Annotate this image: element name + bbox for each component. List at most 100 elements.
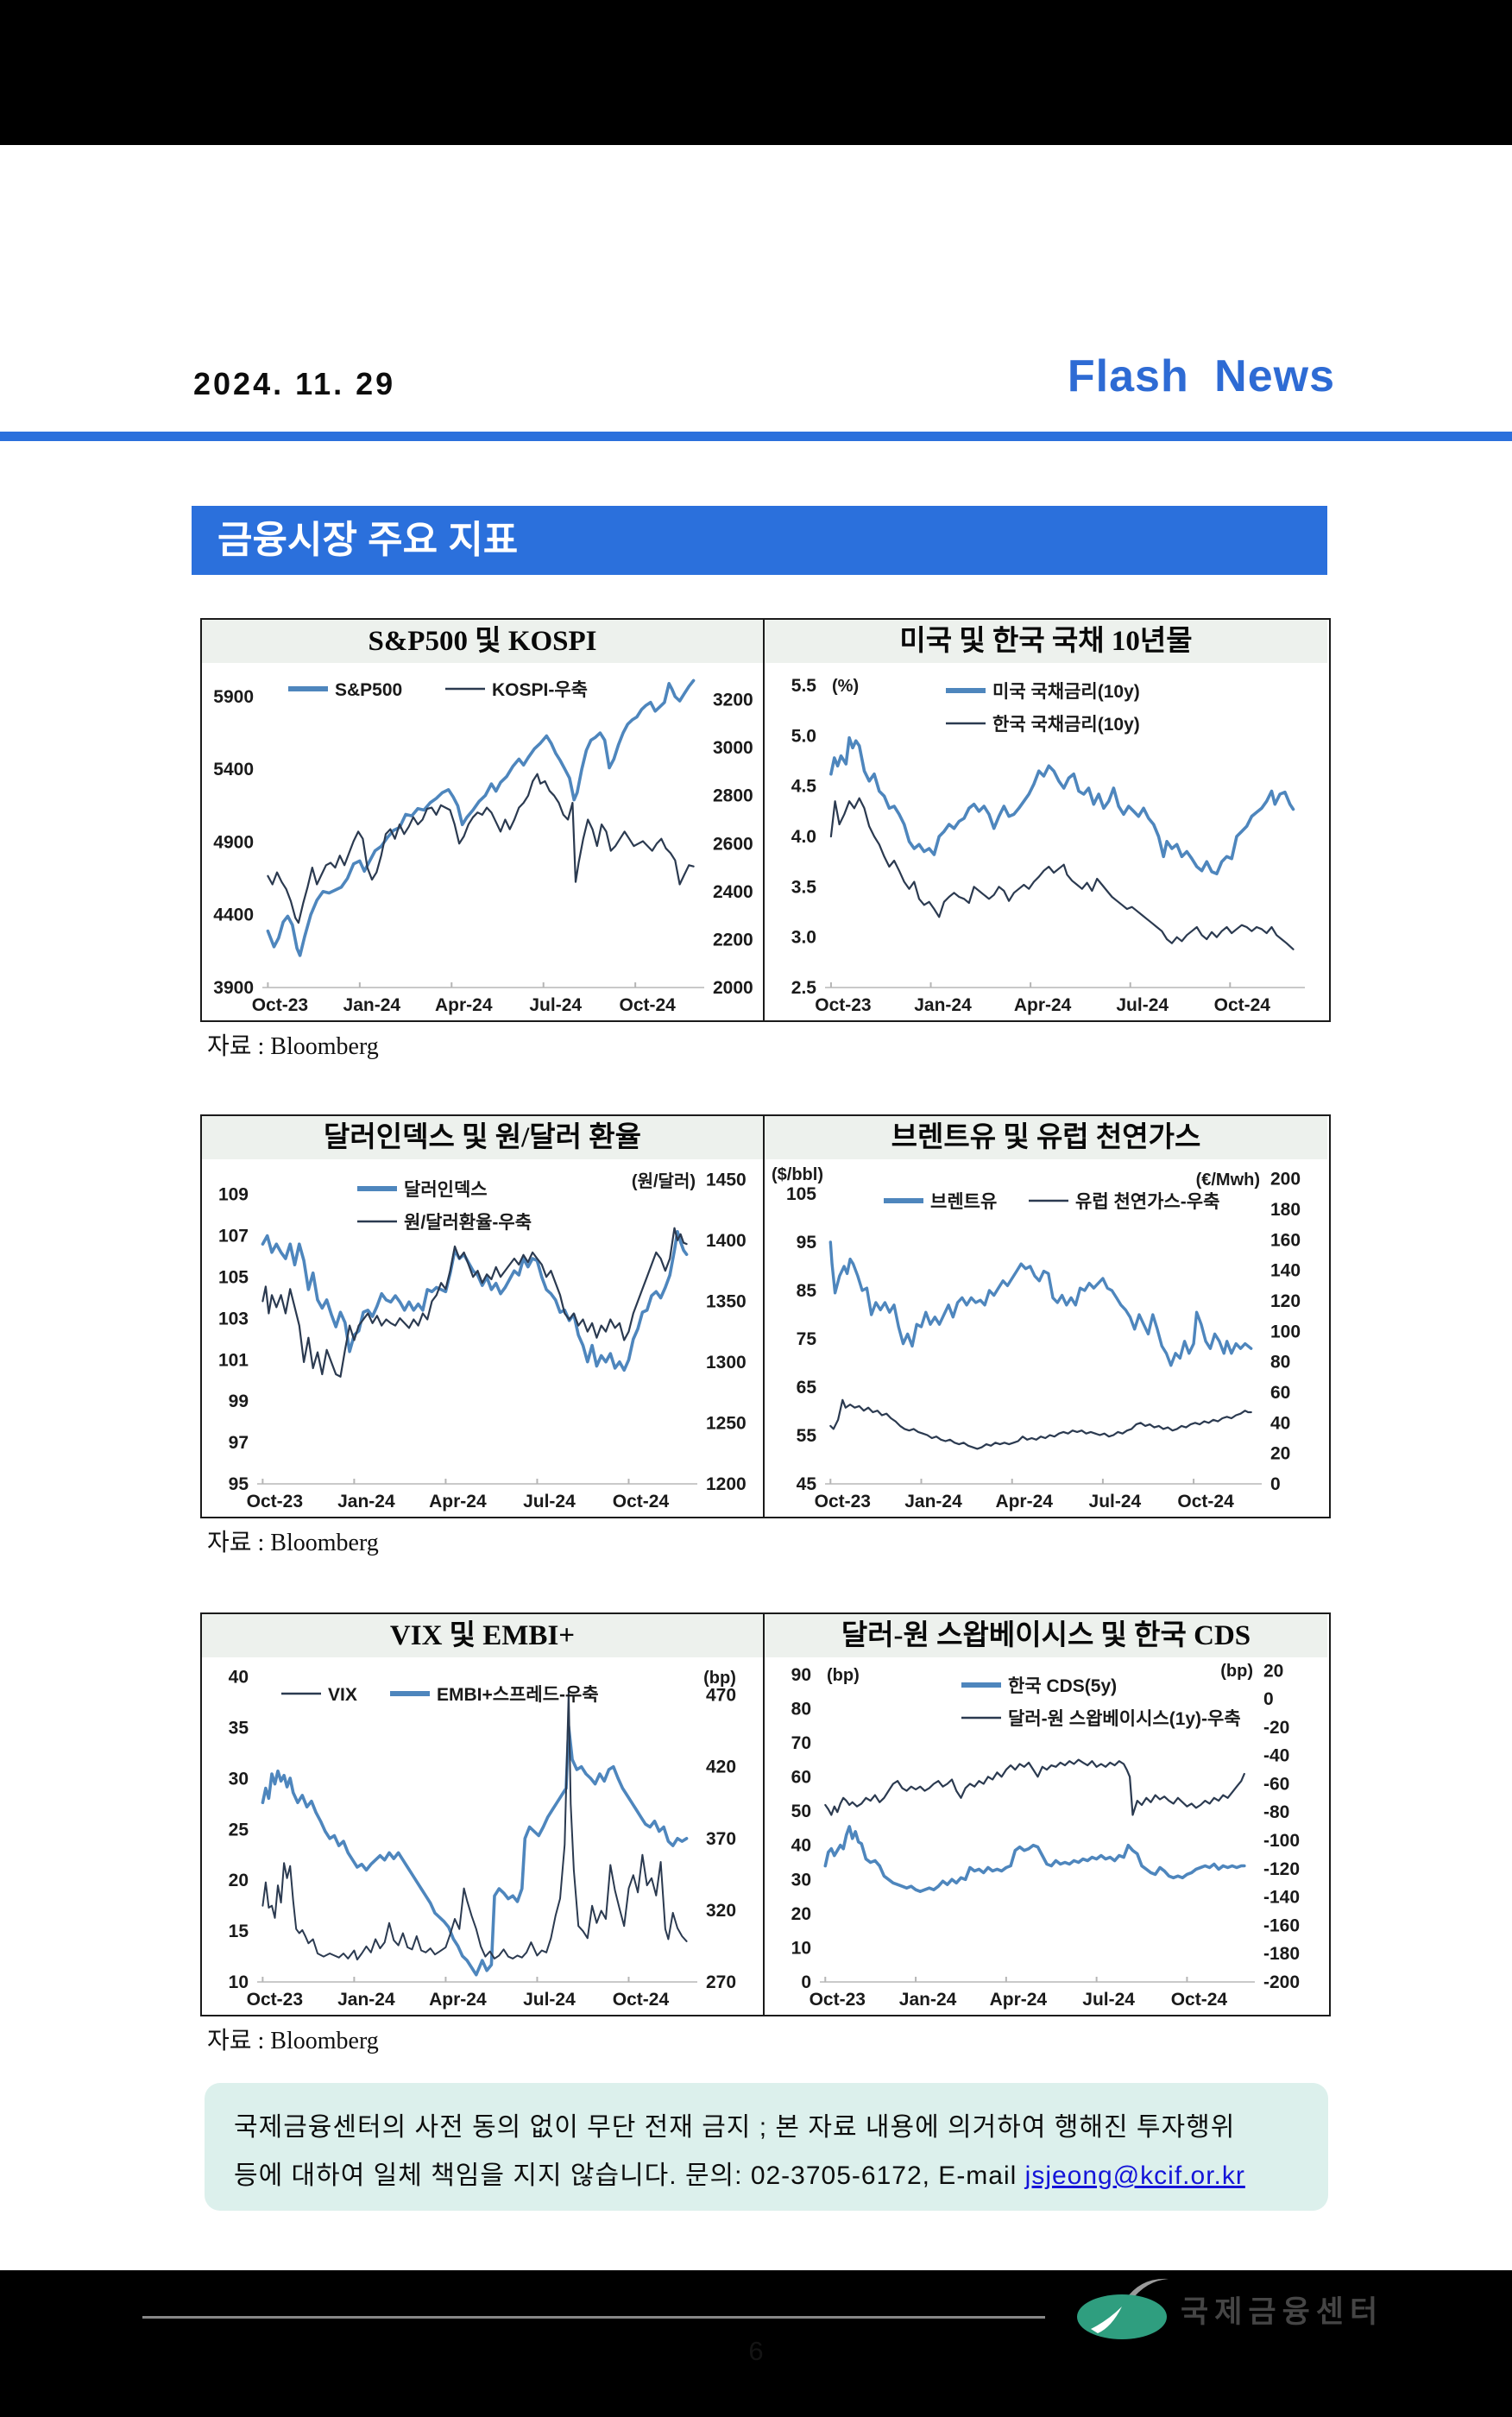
svg-text:달러인덱스: 달러인덱스 bbox=[404, 1180, 488, 1200]
chart-title-vix-embi: VIX 및 EMBI+ bbox=[202, 1614, 763, 1657]
svg-text:10: 10 bbox=[791, 1938, 811, 1958]
svg-text:3.0: 3.0 bbox=[791, 928, 816, 948]
svg-text:Jan-24: Jan-24 bbox=[343, 995, 401, 1015]
svg-text:20: 20 bbox=[791, 1904, 811, 1924]
svg-text:미국 국채금리(10y): 미국 국채금리(10y) bbox=[992, 682, 1140, 702]
svg-text:Jul-24: Jul-24 bbox=[529, 995, 582, 1015]
svg-text:5400: 5400 bbox=[213, 760, 254, 779]
svg-text:($/bbl): ($/bbl) bbox=[772, 1165, 823, 1184]
svg-text:Oct-23: Oct-23 bbox=[815, 1492, 871, 1511]
svg-text:-200: -200 bbox=[1263, 1972, 1300, 1992]
svg-text:Jan-24: Jan-24 bbox=[337, 1492, 395, 1511]
header-rule bbox=[0, 432, 1512, 441]
svg-text:30: 30 bbox=[791, 1870, 811, 1890]
svg-text:Oct-24: Oct-24 bbox=[613, 1492, 670, 1511]
svg-text:40: 40 bbox=[1270, 1413, 1290, 1433]
svg-text:한국 CDS(5y): 한국 CDS(5y) bbox=[1008, 1676, 1117, 1696]
svg-text:Oct-24: Oct-24 bbox=[1171, 1990, 1228, 2010]
chart-cell-vix-embi: VIX 및 EMBI+ Oct-23 Jan-24 Apr-24 Jul-24 Oct-… bbox=[202, 1614, 765, 2015]
report-page: 2024. 11. 29 Flash News 금융시장 주요 지표 S&P50… bbox=[0, 145, 1512, 2366]
svg-text:Jan-24: Jan-24 bbox=[337, 1990, 395, 2010]
disclaimer-line-1: 국제금융센터의 사전 동의 없이 무단 전재 금지 ; 본 자료 내용에 의거하… bbox=[234, 2113, 1236, 2142]
svg-text:4.5: 4.5 bbox=[791, 777, 817, 797]
svg-text:90: 90 bbox=[791, 1665, 811, 1685]
svg-text:470: 470 bbox=[706, 1686, 736, 1706]
svg-text:Apr-24: Apr-24 bbox=[990, 1990, 1048, 2010]
svg-text:180: 180 bbox=[1270, 1200, 1301, 1220]
svg-text:-80: -80 bbox=[1263, 1802, 1289, 1822]
chart-title-dxy-krw: 달러인덱스 및 원/달러 환율 bbox=[202, 1116, 763, 1159]
svg-text:1300: 1300 bbox=[706, 1353, 747, 1373]
svg-text:101: 101 bbox=[218, 1350, 249, 1370]
svg-text:95: 95 bbox=[797, 1233, 817, 1253]
svg-text:한국 국채금리(10y): 한국 국채금리(10y) bbox=[992, 715, 1140, 735]
chart-cell-us-kr-10y: 미국 및 한국 국채 10년물 Oct-23 Jan-24 Apr-24 Jul-24… bbox=[765, 620, 1327, 1020]
svg-text:420: 420 bbox=[706, 1758, 736, 1777]
svg-text:-140: -140 bbox=[1263, 1888, 1300, 1908]
chart-row-1: S&P500 및 KOSPI Oct-23 Jan-24 Apr-24 Jul-24 O… bbox=[200, 618, 1331, 1022]
svg-text:109: 109 bbox=[218, 1185, 249, 1205]
kcif-logo: 국제금융센터 bbox=[1072, 2275, 1383, 2343]
email-link[interactable]: jsjeong@kcif.or.kr bbox=[1024, 2161, 1245, 2190]
svg-text:4900: 4900 bbox=[213, 832, 254, 852]
svg-text:VIX: VIX bbox=[328, 1685, 357, 1705]
svg-text:3000: 3000 bbox=[713, 738, 753, 758]
svg-text:40: 40 bbox=[791, 1836, 811, 1856]
svg-text:85: 85 bbox=[797, 1281, 817, 1301]
disclaimer-line-2-text: 등에 대하여 일체 책임을 지지 않습니다. 문의: 02-3705-6172,… bbox=[234, 2161, 1025, 2190]
chart-cell-dxy-krw: 달러인덱스 및 원/달러 환율 Oct-23 Jan-24 Apr-24 Jul-24… bbox=[202, 1116, 765, 1517]
svg-text:0: 0 bbox=[1263, 1689, 1274, 1709]
svg-text:1200: 1200 bbox=[706, 1474, 747, 1494]
svg-text:-20: -20 bbox=[1263, 1718, 1289, 1738]
svg-text:2200: 2200 bbox=[713, 930, 753, 950]
svg-text:15: 15 bbox=[229, 1922, 249, 1941]
footer-rule bbox=[142, 2316, 1045, 2319]
svg-text:120: 120 bbox=[1270, 1291, 1301, 1311]
chart-title-swap-cds: 달러-원 스왑베이시스 및 한국 CDS bbox=[765, 1614, 1327, 1657]
svg-text:KOSPI-우축: KOSPI-우축 bbox=[492, 680, 588, 700]
svg-text:Oct-24: Oct-24 bbox=[613, 1990, 670, 2010]
svg-text:1250: 1250 bbox=[706, 1413, 747, 1433]
svg-text:4.0: 4.0 bbox=[791, 827, 816, 847]
svg-text:(bp): (bp) bbox=[1220, 1662, 1253, 1681]
chart-plot-swap-cds: Oct-23 Jan-24 Apr-24 Jul-24 Oct-24 90 80 70 60 50… bbox=[791, 1661, 1300, 2010]
svg-text:5900: 5900 bbox=[213, 687, 254, 707]
svg-text:Apr-24: Apr-24 bbox=[429, 1492, 487, 1511]
svg-text:60: 60 bbox=[791, 1768, 811, 1788]
svg-text:Apr-24: Apr-24 bbox=[995, 1492, 1053, 1511]
svg-text:Apr-24: Apr-24 bbox=[1014, 995, 1072, 1015]
svg-text:3.5: 3.5 bbox=[791, 877, 817, 897]
svg-text:Oct-23: Oct-23 bbox=[247, 1492, 303, 1511]
svg-text:50: 50 bbox=[791, 1802, 811, 1821]
chart-row-3: VIX 및 EMBI+ Oct-23 Jan-24 Apr-24 Jul-24 Oct-… bbox=[200, 1612, 1331, 2016]
svg-text:200: 200 bbox=[1270, 1170, 1301, 1190]
svg-text:4400: 4400 bbox=[213, 906, 254, 925]
svg-text:-180: -180 bbox=[1263, 1944, 1300, 1964]
svg-text:Oct-24: Oct-24 bbox=[619, 995, 676, 1015]
svg-text:-120: -120 bbox=[1263, 1859, 1300, 1879]
svg-text:Jan-24: Jan-24 bbox=[904, 1492, 962, 1511]
svg-text:1450: 1450 bbox=[706, 1170, 747, 1190]
chart-plot-sp500-kospi: Oct-23 Jan-24 Apr-24 Jul-24 Oct-24 5900 5400 49… bbox=[213, 678, 753, 1015]
disclaimer-box: 국제금융센터의 사전 동의 없이 무단 전재 금지 ; 본 자료 내용에 의거하… bbox=[205, 2083, 1328, 2211]
svg-text:Jan-24: Jan-24 bbox=[914, 995, 972, 1015]
chart-title-brent-gas: 브렌트유 및 유럽 천연가스 bbox=[765, 1116, 1327, 1159]
section-banner-title: 금융시장 주요 지표 bbox=[217, 519, 519, 561]
svg-text:-100: -100 bbox=[1263, 1831, 1300, 1851]
svg-text:(%): (%) bbox=[832, 677, 859, 696]
chart-row-2: 달러인덱스 및 원/달러 환율 Oct-23 Jan-24 Apr-24 Jul-24… bbox=[200, 1114, 1331, 1518]
svg-text:원/달러환율-우축: 원/달러환율-우축 bbox=[404, 1213, 532, 1233]
kcif-logo-mark bbox=[1077, 2278, 1169, 2339]
svg-text:Jan-24: Jan-24 bbox=[899, 1990, 957, 2010]
logo-swirl bbox=[1091, 2307, 1122, 2333]
svg-text:2.5: 2.5 bbox=[791, 978, 817, 998]
svg-text:65: 65 bbox=[797, 1378, 817, 1398]
svg-text:95: 95 bbox=[229, 1474, 249, 1494]
svg-text:-160: -160 bbox=[1263, 1915, 1300, 1935]
svg-text:20: 20 bbox=[1270, 1444, 1290, 1464]
svg-text:3900: 3900 bbox=[213, 978, 254, 998]
chart-plot-dxy-krw: Oct-23 Jan-24 Apr-24 Jul-24 Oct-24 109 107 105 1… bbox=[218, 1170, 747, 1511]
disclaimer-line-2: 등에 대하여 일체 책임을 지지 않습니다. 문의: 02-3705-6172,… bbox=[234, 2152, 1299, 2200]
kcif-logo-text: 국제금융센터 bbox=[1181, 2294, 1384, 2329]
svg-text:5.0: 5.0 bbox=[791, 726, 816, 746]
